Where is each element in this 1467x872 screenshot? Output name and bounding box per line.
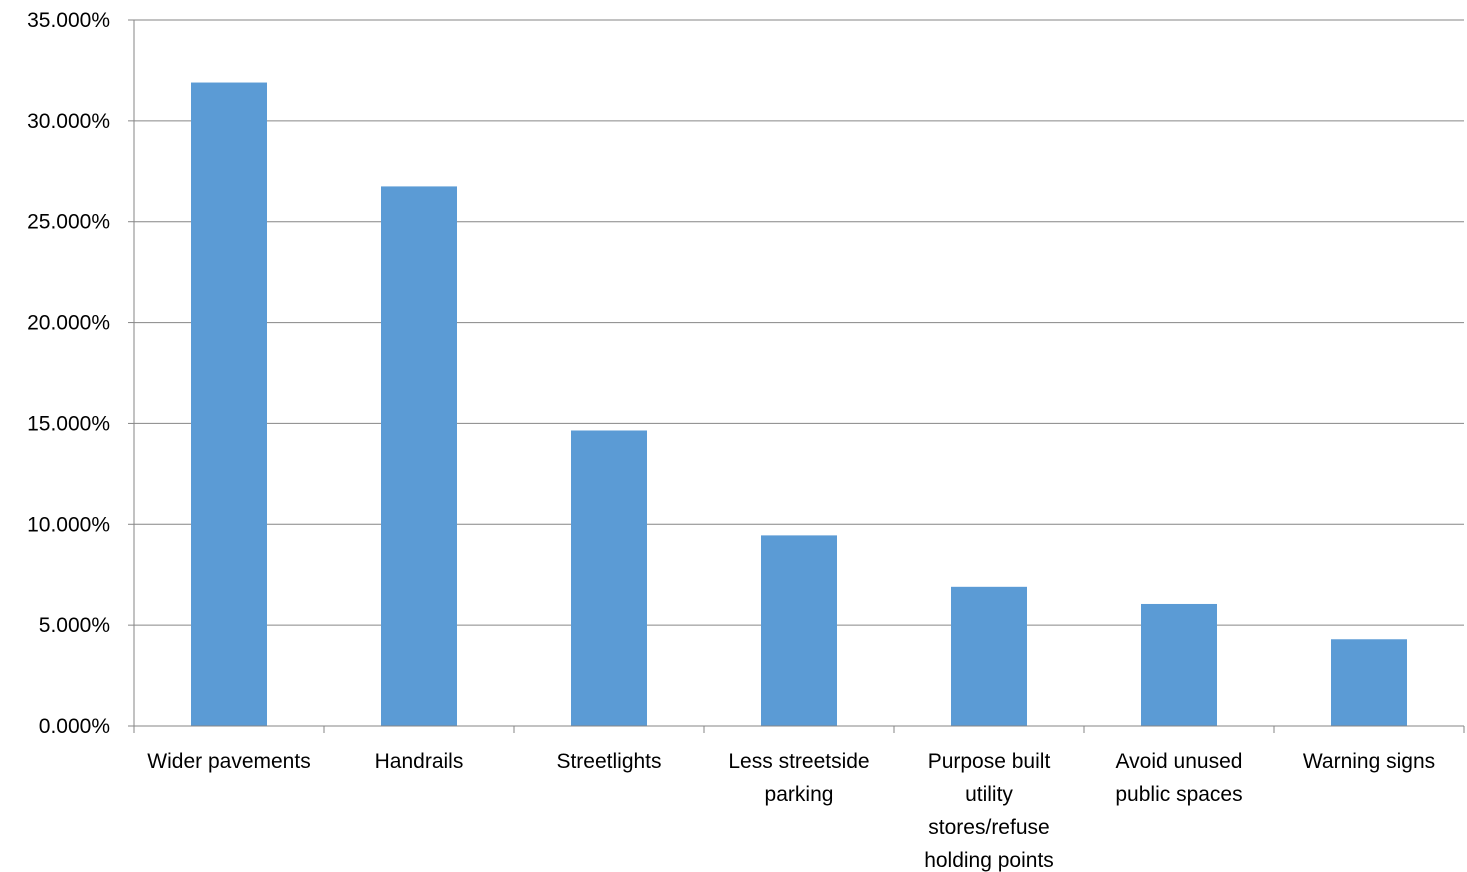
bar [1141,603,1217,726]
y-tick-label: 35.000% [27,9,110,32]
y-tick-label: 15.000% [27,412,110,435]
y-tick-label: 5.000% [39,614,110,637]
y-tick-label: 10.000% [27,513,110,536]
bar [191,82,267,726]
bars [191,82,1407,726]
gridlines [134,19,1464,626]
x-category-label: Purpose built utility stores/refuse holding… [924,750,1054,872]
bar [571,430,647,726]
bar [951,586,1027,726]
x-category-label: Warning signs [1303,750,1435,773]
y-axis-tick-labels: 0.000% 5.000% 10.000% 15.000% 20.000% 25.000%… [27,9,134,738]
x-category-label: Avoid unused public spaces [1115,750,1242,806]
x-category-label: Handrails [375,750,464,773]
x-axis-category-labels: Wider pavements Handrails Streetlights Less… [147,750,1435,872]
x-category-label: Streetlights [556,750,661,773]
y-tick-label: 30.000% [27,110,110,133]
y-tick-label: 20.000% [27,312,110,335]
x-axis-ticks [133,726,1465,733]
axes [133,20,1464,727]
x-category-label: Wider pavements [147,750,310,773]
y-tick-label: 25.000% [27,211,110,234]
bar [381,186,457,726]
x-category-label: Less streetside parking [728,750,869,806]
bar [761,535,837,726]
bar [1331,639,1407,726]
y-tick-label: 0.000% [39,715,110,738]
